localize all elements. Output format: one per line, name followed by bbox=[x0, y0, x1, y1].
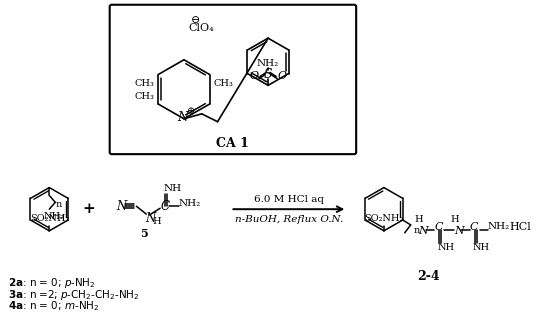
Text: +: + bbox=[82, 202, 95, 216]
Text: NH₂: NH₂ bbox=[44, 212, 65, 221]
Text: n-BuOH, Reflux O.N.: n-BuOH, Reflux O.N. bbox=[235, 214, 343, 224]
Text: O: O bbox=[277, 72, 287, 82]
Text: $\mathbf{2a}$: n = 0; $p$-NH$_2$: $\mathbf{2a}$: n = 0; $p$-NH$_2$ bbox=[8, 276, 96, 290]
Text: SO₂NH₂: SO₂NH₂ bbox=[364, 214, 404, 223]
Text: NH₂: NH₂ bbox=[179, 199, 201, 208]
Text: ⊖: ⊖ bbox=[191, 16, 201, 25]
Text: n: n bbox=[414, 226, 420, 235]
Text: CH₃: CH₃ bbox=[134, 79, 155, 88]
Text: CH₃: CH₃ bbox=[213, 79, 233, 88]
Text: NH₂: NH₂ bbox=[488, 222, 510, 231]
Text: N: N bbox=[419, 226, 428, 236]
Text: CH₃: CH₃ bbox=[134, 92, 155, 101]
Text: $\mathbf{4a}$: n = 0; $m$-NH$_2$: $\mathbf{4a}$: n = 0; $m$-NH$_2$ bbox=[8, 300, 99, 313]
Text: CA 1: CA 1 bbox=[216, 137, 249, 150]
Text: HCl: HCl bbox=[510, 222, 531, 232]
Text: C: C bbox=[160, 200, 169, 213]
Text: C: C bbox=[434, 222, 443, 232]
Text: ClO₄: ClO₄ bbox=[188, 23, 213, 33]
Text: NH: NH bbox=[163, 184, 182, 193]
Text: S: S bbox=[264, 68, 272, 81]
Text: H: H bbox=[414, 215, 423, 225]
FancyBboxPatch shape bbox=[109, 5, 356, 154]
Text: ⊕: ⊕ bbox=[187, 107, 195, 116]
Text: H: H bbox=[152, 217, 161, 227]
Text: N: N bbox=[145, 212, 156, 225]
Text: H: H bbox=[450, 215, 459, 225]
Text: O: O bbox=[250, 72, 258, 82]
Text: 6.0 M HCl aq: 6.0 M HCl aq bbox=[254, 195, 324, 204]
Text: n: n bbox=[56, 200, 62, 209]
Text: N: N bbox=[117, 200, 127, 213]
Text: N: N bbox=[178, 111, 189, 124]
Text: N: N bbox=[454, 226, 464, 236]
Text: C: C bbox=[470, 222, 478, 232]
Text: 5: 5 bbox=[140, 228, 148, 239]
Text: NH: NH bbox=[437, 243, 454, 252]
Text: NH₂: NH₂ bbox=[257, 59, 279, 68]
Text: 2-4: 2-4 bbox=[417, 269, 440, 282]
Text: $\mathbf{3a}$: n =2; $p$-CH$_2$-CH$_2$-NH$_2$: $\mathbf{3a}$: n =2; $p$-CH$_2$-CH$_2$-N… bbox=[8, 288, 139, 302]
Text: SO₂NH₂: SO₂NH₂ bbox=[30, 214, 69, 223]
Text: NH: NH bbox=[473, 243, 490, 252]
